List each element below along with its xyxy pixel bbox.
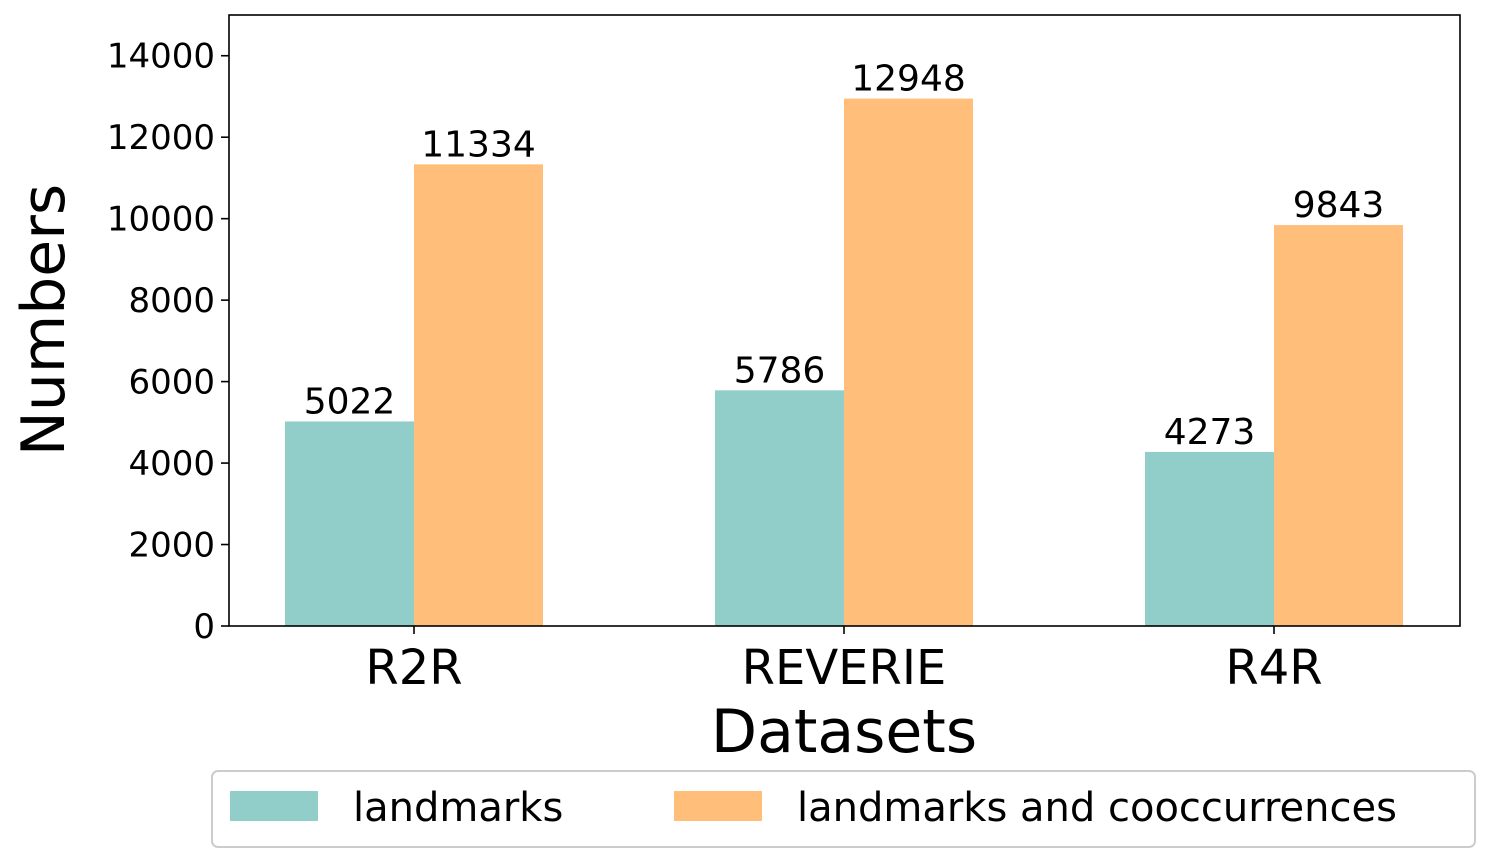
data-label: 4273: [1164, 412, 1256, 453]
legend: landmarks landmarks and cooccurrences: [211, 770, 1476, 848]
bar-reverie-landmarks: [715, 390, 844, 626]
plot-area-frame: [228, 14, 1461, 627]
y-tick-label: 2000: [128, 526, 215, 566]
data-label: 9843: [1293, 185, 1385, 226]
x-axis: R2R REVERIE R4R: [365, 626, 1323, 696]
legend-swatch-landmarks-and-cooccurrences: [674, 791, 762, 821]
x-tick-label: REVERIE: [742, 640, 947, 696]
data-label: 5022: [304, 381, 396, 422]
y-axis-title: Numbers: [9, 184, 79, 456]
bars-layer: [285, 98, 1403, 627]
legend-frame: [211, 770, 1476, 848]
x-tick-label: R4R: [1225, 640, 1322, 696]
y-tick-label: 0: [193, 607, 215, 647]
data-label: 5786: [734, 350, 826, 391]
data-label: 11334: [421, 124, 536, 165]
legend-swatch-landmarks: [230, 791, 318, 821]
y-tick-label: 12000: [107, 118, 215, 158]
y-tick-label: 14000: [107, 37, 215, 77]
x-axis-title: Datasets: [711, 697, 977, 767]
legend-label-landmarks-and-cooccurrences: landmarks and cooccurrences: [797, 785, 1397, 831]
bar-reverie-landmarks-and-cooccurrences: [844, 98, 973, 627]
data-labels: 5022 11334 5786 12948 4273 9843: [304, 59, 1385, 453]
bar-r2r-landmarks-and-cooccurrences: [414, 164, 543, 626]
y-tick-label: 6000: [128, 363, 215, 403]
bar-r4r-landmarks-and-cooccurrences: [1274, 225, 1403, 626]
bar-r2r-landmarks: [285, 421, 414, 626]
y-axis: 0 2000 4000 6000 8000 10000 12000 14000: [107, 37, 229, 647]
y-tick-label: 8000: [128, 281, 215, 321]
x-tick-label: R2R: [365, 640, 462, 696]
y-tick-label: 4000: [128, 444, 215, 484]
y-tick-label: 10000: [107, 200, 215, 240]
data-label: 12948: [851, 59, 966, 100]
legend-label-landmarks: landmarks: [353, 785, 563, 831]
bar-r4r-landmarks: [1145, 451, 1274, 626]
